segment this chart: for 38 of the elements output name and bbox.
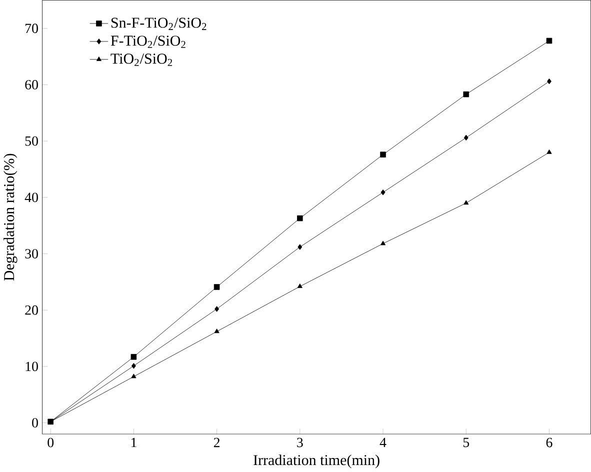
x-tick-label: 0	[48, 438, 54, 448]
point	[131, 374, 136, 378]
point	[298, 244, 302, 250]
point	[214, 328, 220, 334]
point	[463, 92, 470, 98]
y-axis-title: Degradation ratio(%)	[4, 154, 18, 281]
point	[214, 284, 220, 290]
point	[380, 152, 386, 158]
legend-label: TiO$_{2}$/SiO$_{2}$	[110, 54, 172, 66]
point	[380, 240, 386, 246]
x-axis-title: Irradiation time(min)	[254, 454, 380, 468]
y-tick-label: 60	[25, 80, 38, 90]
y-tick-label: 30	[25, 249, 38, 259]
point	[214, 306, 220, 312]
y-tick-label: 20	[25, 306, 38, 315]
y-tick-label: 10	[26, 362, 38, 372]
point	[546, 150, 552, 154]
y-tick-label: 0	[32, 418, 38, 428]
x-tick-label: 2	[214, 438, 220, 448]
x-tick-label: 1	[131, 438, 136, 448]
x-tick-label: 4	[380, 438, 386, 448]
y-tick-label: 40	[24, 192, 38, 202]
point	[464, 200, 469, 205]
legend-label: F-TiO$_{2}$/SiO$_{2}$	[110, 36, 186, 48]
point	[464, 134, 468, 141]
x-tick-label: 6	[546, 438, 552, 448]
y-tick-label: 70	[26, 24, 38, 34]
y-tick-label: 50	[25, 136, 38, 146]
x-tick-label: 5	[463, 438, 470, 448]
point	[297, 284, 302, 288]
point	[380, 190, 386, 196]
point	[546, 38, 552, 44]
legend-label: Sn-F-TiO$_{2}$/SiO$_{2}$	[111, 18, 206, 30]
point	[547, 78, 552, 84]
x-tick-label: 3	[297, 438, 303, 448]
point	[130, 354, 137, 360]
point	[297, 215, 303, 222]
point	[131, 363, 136, 369]
